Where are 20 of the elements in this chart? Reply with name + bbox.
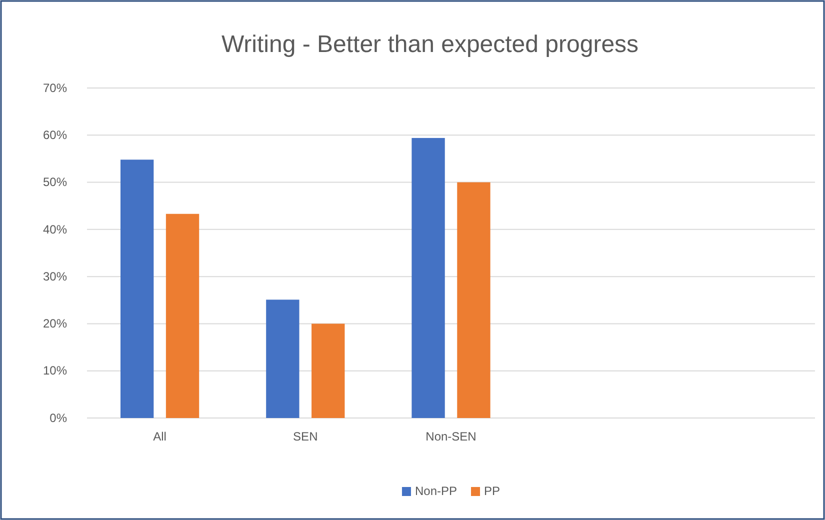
bar — [312, 324, 345, 418]
legend-label: Non-PP — [414, 484, 458, 498]
x-tick-label: SEN — [293, 430, 318, 444]
y-tick-label: 40% — [42, 222, 68, 236]
y-tick-label: 10% — [42, 364, 68, 378]
bar — [120, 160, 154, 418]
chart-title: Writing - Better than expected progress — [221, 31, 639, 58]
bar — [457, 182, 490, 418]
x-tick-label: All — [153, 430, 166, 444]
y-tick-label: 50% — [42, 175, 68, 190]
y-tick-label: 70% — [42, 80, 68, 95]
y-tick-label: 20% — [42, 316, 68, 331]
y-tick-label: 30% — [42, 269, 68, 284]
bar — [266, 300, 300, 418]
y-tick-label: 60% — [42, 128, 68, 142]
x-tick-label: Non-SEN — [426, 430, 476, 444]
bar — [166, 214, 200, 418]
bar — [412, 138, 445, 418]
y-tick-label: 0% — [50, 410, 68, 425]
legend-label: PP — [484, 484, 500, 498]
